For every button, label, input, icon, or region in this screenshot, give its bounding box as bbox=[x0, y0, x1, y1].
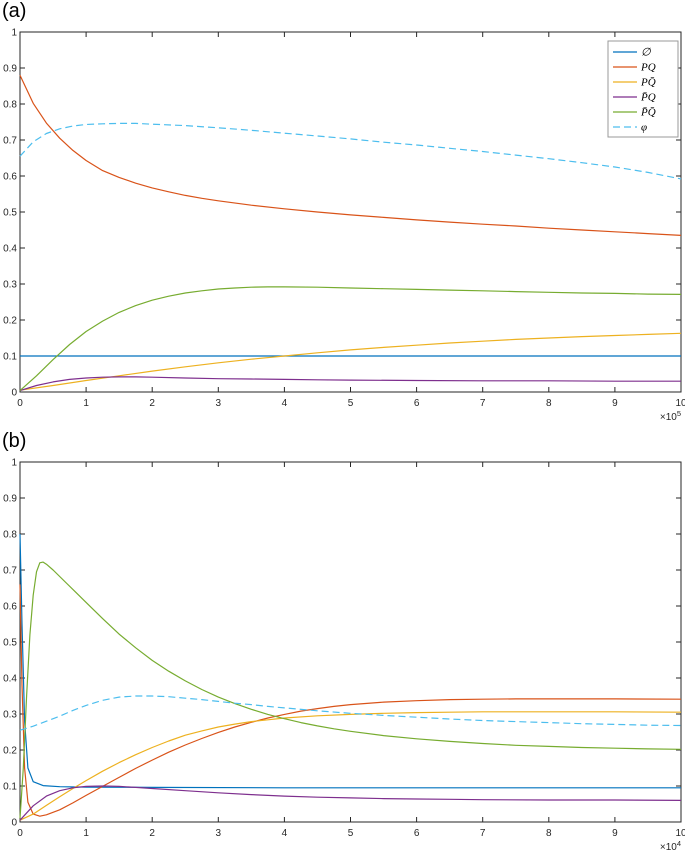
legend-label: PQ̄ bbox=[640, 77, 656, 89]
series-line-3 bbox=[19, 376, 681, 392]
y-tick-label: 0.4 bbox=[3, 244, 17, 255]
legend-label: P̄Q̄ bbox=[640, 107, 656, 119]
x-tick-label: 2 bbox=[149, 828, 155, 839]
series-line-1 bbox=[19, 584, 682, 817]
y-tick-label: 0.2 bbox=[3, 746, 17, 757]
y-tick-label: 0.2 bbox=[3, 316, 17, 327]
legend-label: ∅ bbox=[641, 47, 651, 59]
x-tick-label: 10 bbox=[675, 828, 685, 839]
y-tick-label: 1 bbox=[11, 28, 17, 39]
y-tick-label: 0.1 bbox=[3, 782, 17, 793]
legend-label: φ bbox=[641, 122, 647, 134]
series-line-5 bbox=[19, 122, 682, 180]
x-tick-label: 7 bbox=[480, 828, 486, 839]
x-tick-label: 1 bbox=[83, 828, 89, 839]
x-tick-label: 7 bbox=[480, 398, 486, 409]
legend-box bbox=[607, 40, 679, 138]
x-tick-label: 4 bbox=[282, 398, 288, 409]
y-tick-label: 0.6 bbox=[3, 172, 17, 183]
y-tick-label: 0.1 bbox=[3, 352, 17, 363]
series-line-3 bbox=[19, 785, 682, 821]
y-tick-label: 1 bbox=[11, 458, 17, 469]
series-line-1 bbox=[19, 74, 682, 236]
panel-b: (b) 0 1 2 3 4 5 6 7 8 9 10 0 0.1 0.2 0.3 0.4 0.5 0.6 0.7 0.… bbox=[0, 430, 685, 860]
x-tick-label: 8 bbox=[546, 398, 552, 409]
y-tick-label: 0 bbox=[11, 388, 17, 399]
y-tick-label: 0.8 bbox=[3, 100, 17, 111]
series-line-2 bbox=[19, 711, 682, 821]
legend-label: P̄Q bbox=[640, 92, 656, 104]
x-tick-label: 8 bbox=[546, 828, 552, 839]
x-scale-label: ×104 bbox=[660, 839, 681, 853]
y-tick-label: 0.5 bbox=[3, 208, 17, 219]
series-line-0 bbox=[19, 533, 681, 789]
x-tick-label: 0 bbox=[17, 398, 23, 409]
y-tick-label: 0.6 bbox=[3, 602, 17, 613]
x-tick-label: 4 bbox=[282, 828, 288, 839]
series-line-2 bbox=[19, 332, 682, 391]
y-tick-label: 0.9 bbox=[3, 494, 17, 505]
series-line-4 bbox=[19, 561, 682, 819]
x-tick-label: 5 bbox=[348, 828, 354, 839]
legend-label: PQ bbox=[640, 62, 656, 74]
x-tick-label: 2 bbox=[149, 398, 155, 409]
panel-b-label: (b) bbox=[2, 430, 27, 452]
x-tick-label: 5 bbox=[348, 398, 354, 409]
x-tick-label: 6 bbox=[414, 398, 420, 409]
x-tick-label: 9 bbox=[612, 828, 618, 839]
y-tick-label: 0.5 bbox=[3, 638, 17, 649]
y-tick-label: 0.3 bbox=[3, 710, 17, 721]
y-tick-label: 0.7 bbox=[3, 566, 17, 577]
x-tick-label: 3 bbox=[216, 398, 222, 409]
y-tick-label: 0 bbox=[11, 818, 17, 829]
x-tick-label: 3 bbox=[216, 828, 222, 839]
panel-a: (a) 0 1 2 3 4 5 6 7 8 9 10 0 0.1 0.2 0.3 0.4 0.5 0.6 0.7 0.… bbox=[2, 0, 685, 424]
panel-b-chart: 0 1 2 3 4 5 6 7 8 9 10 0 0.1 0.2 0.3 0.4 0.5 0.6 0.7 0.8 0.9… bbox=[3, 458, 685, 854]
y-tick-label: 0.8 bbox=[3, 530, 17, 541]
panel-a-label: (a) bbox=[2, 0, 27, 22]
y-tick-label: 0.4 bbox=[3, 674, 17, 685]
x-scale-label: ×105 bbox=[660, 409, 681, 423]
series-line-5 bbox=[19, 695, 682, 731]
plot-box bbox=[19, 461, 682, 823]
y-tick-label: 0.9 bbox=[3, 64, 17, 75]
y-tick-label: 0.3 bbox=[3, 280, 17, 291]
plot-box bbox=[19, 31, 682, 393]
series-line-4 bbox=[19, 286, 682, 392]
y-tick-label: 0.7 bbox=[3, 136, 17, 147]
x-tick-label: 9 bbox=[612, 398, 618, 409]
x-tick-label: 6 bbox=[414, 828, 420, 839]
x-tick-label: 1 bbox=[83, 398, 89, 409]
panel-a-chart: 0 1 2 3 4 5 6 7 8 9 10 0 0.1 0.2 0.3 0.4 0.5 0.6 0.7 0.8 0.9… bbox=[3, 28, 685, 424]
x-tick-label: 0 bbox=[17, 828, 23, 839]
x-tick-label: 10 bbox=[675, 398, 685, 409]
